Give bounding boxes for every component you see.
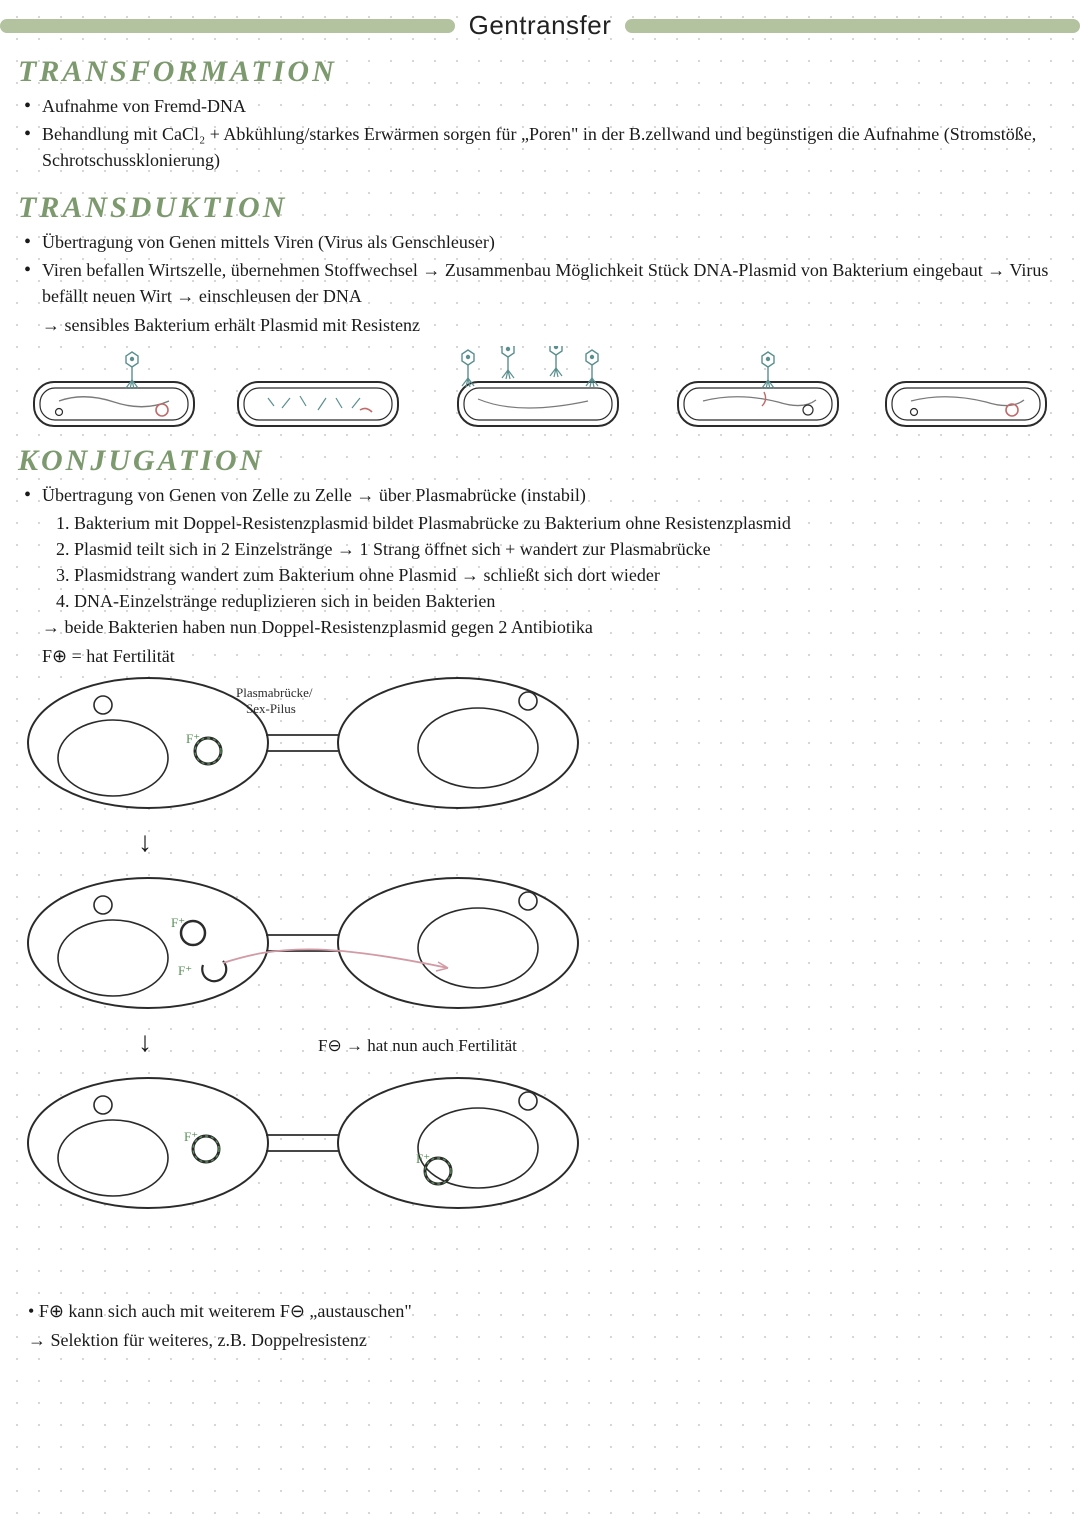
transformation-bullets: Aufnahme von Fremd-DNA Behandlung mit Ca… [0,93,1080,173]
heading-konjugation: KONJUGATION [18,444,1080,478]
konjugation-step-1: 1. Bakterium mit Doppel-Resistenzplasmid… [56,510,1080,536]
transduktion-diagram [18,346,1062,436]
konjugation-steps: 1. Bakterium mit Doppel-Resistenzplasmid… [0,510,1080,614]
heading-transformation: TRANSFORMATION [18,55,1080,89]
footnote-1-text: F⊕ kann sich auch mit weiterem F⊖ „austa… [28,1301,412,1321]
konjugation-result: → beide Bakterien haben nun Doppel-Resis… [0,614,1080,640]
page-title: Gentransfer [455,10,626,41]
title-rule-left [0,19,455,33]
footnote-2: → Selektion für weiteres, z.B. Doppelres… [0,1330,1080,1351]
konjugation-intro-bullet: Übertragung von Genen von Zelle zu Zelle… [28,482,1080,508]
svg-text:F⁺: F⁺ [178,963,192,978]
arrow-down-2: ↓ [138,1027,152,1058]
svg-text:F⁺: F⁺ [171,915,185,930]
svg-text:F⁺: F⁺ [184,1129,198,1144]
bridge-label-1: Plasmabrücke/ [236,685,313,700]
svg-text:F⁺: F⁺ [416,1151,430,1166]
konjugation-intro: Übertragung von Genen von Zelle zu Zelle… [0,482,1080,508]
f-definition: F⊕ = hat Fertilität [0,646,1080,667]
footnote-1: F⊕ kann sich auch mit weiterem F⊖ „austa… [0,1301,1080,1322]
konjugation-step-3: 3. Plasmidstrang wandert zum Bakterium o… [56,562,1080,588]
transduktion-bullet-1: Übertragung von Genen mittels Viren (Vir… [28,229,1080,255]
transduktion-bullet-2: Viren befallen Wirtszelle, übernehmen St… [28,257,1080,309]
konjugation-step-4: 4. DNA-Einzelstränge reduplizieren sich … [56,588,1080,614]
mid-label: F⊖ → hat nun auch Fertilität [318,1036,517,1055]
konjugation-diagram: F⁺ Plasmabrücke/ Sex-Pilus ↓ F⁺ F⁺ ↓ F⊖ … [18,673,1062,1293]
arrow-down-1: ↓ [138,827,152,858]
transformation-bullet-2: Behandlung mit CaCl₂ + Abkühlung/starkes… [28,121,1080,173]
bridge-label-2: Sex-Pilus [246,701,296,716]
title-rule-right [625,19,1080,33]
transformation-bullet-1: Aufnahme von Fremd-DNA [28,93,1080,119]
konjugation-step-2: 2. Plasmid teilt sich in 2 Einzelstränge… [56,536,1080,562]
transduktion-bullets: Übertragung von Genen mittels Viren (Vir… [0,229,1080,309]
fplus-label-1: F⁺ [186,731,200,746]
heading-transduktion: TRANSDUKTION [18,191,1080,225]
title-bar: Gentransfer [0,0,1080,41]
transduktion-arrow-line: → sensibles Bakterium erhält Plasmid mit… [0,312,1080,338]
